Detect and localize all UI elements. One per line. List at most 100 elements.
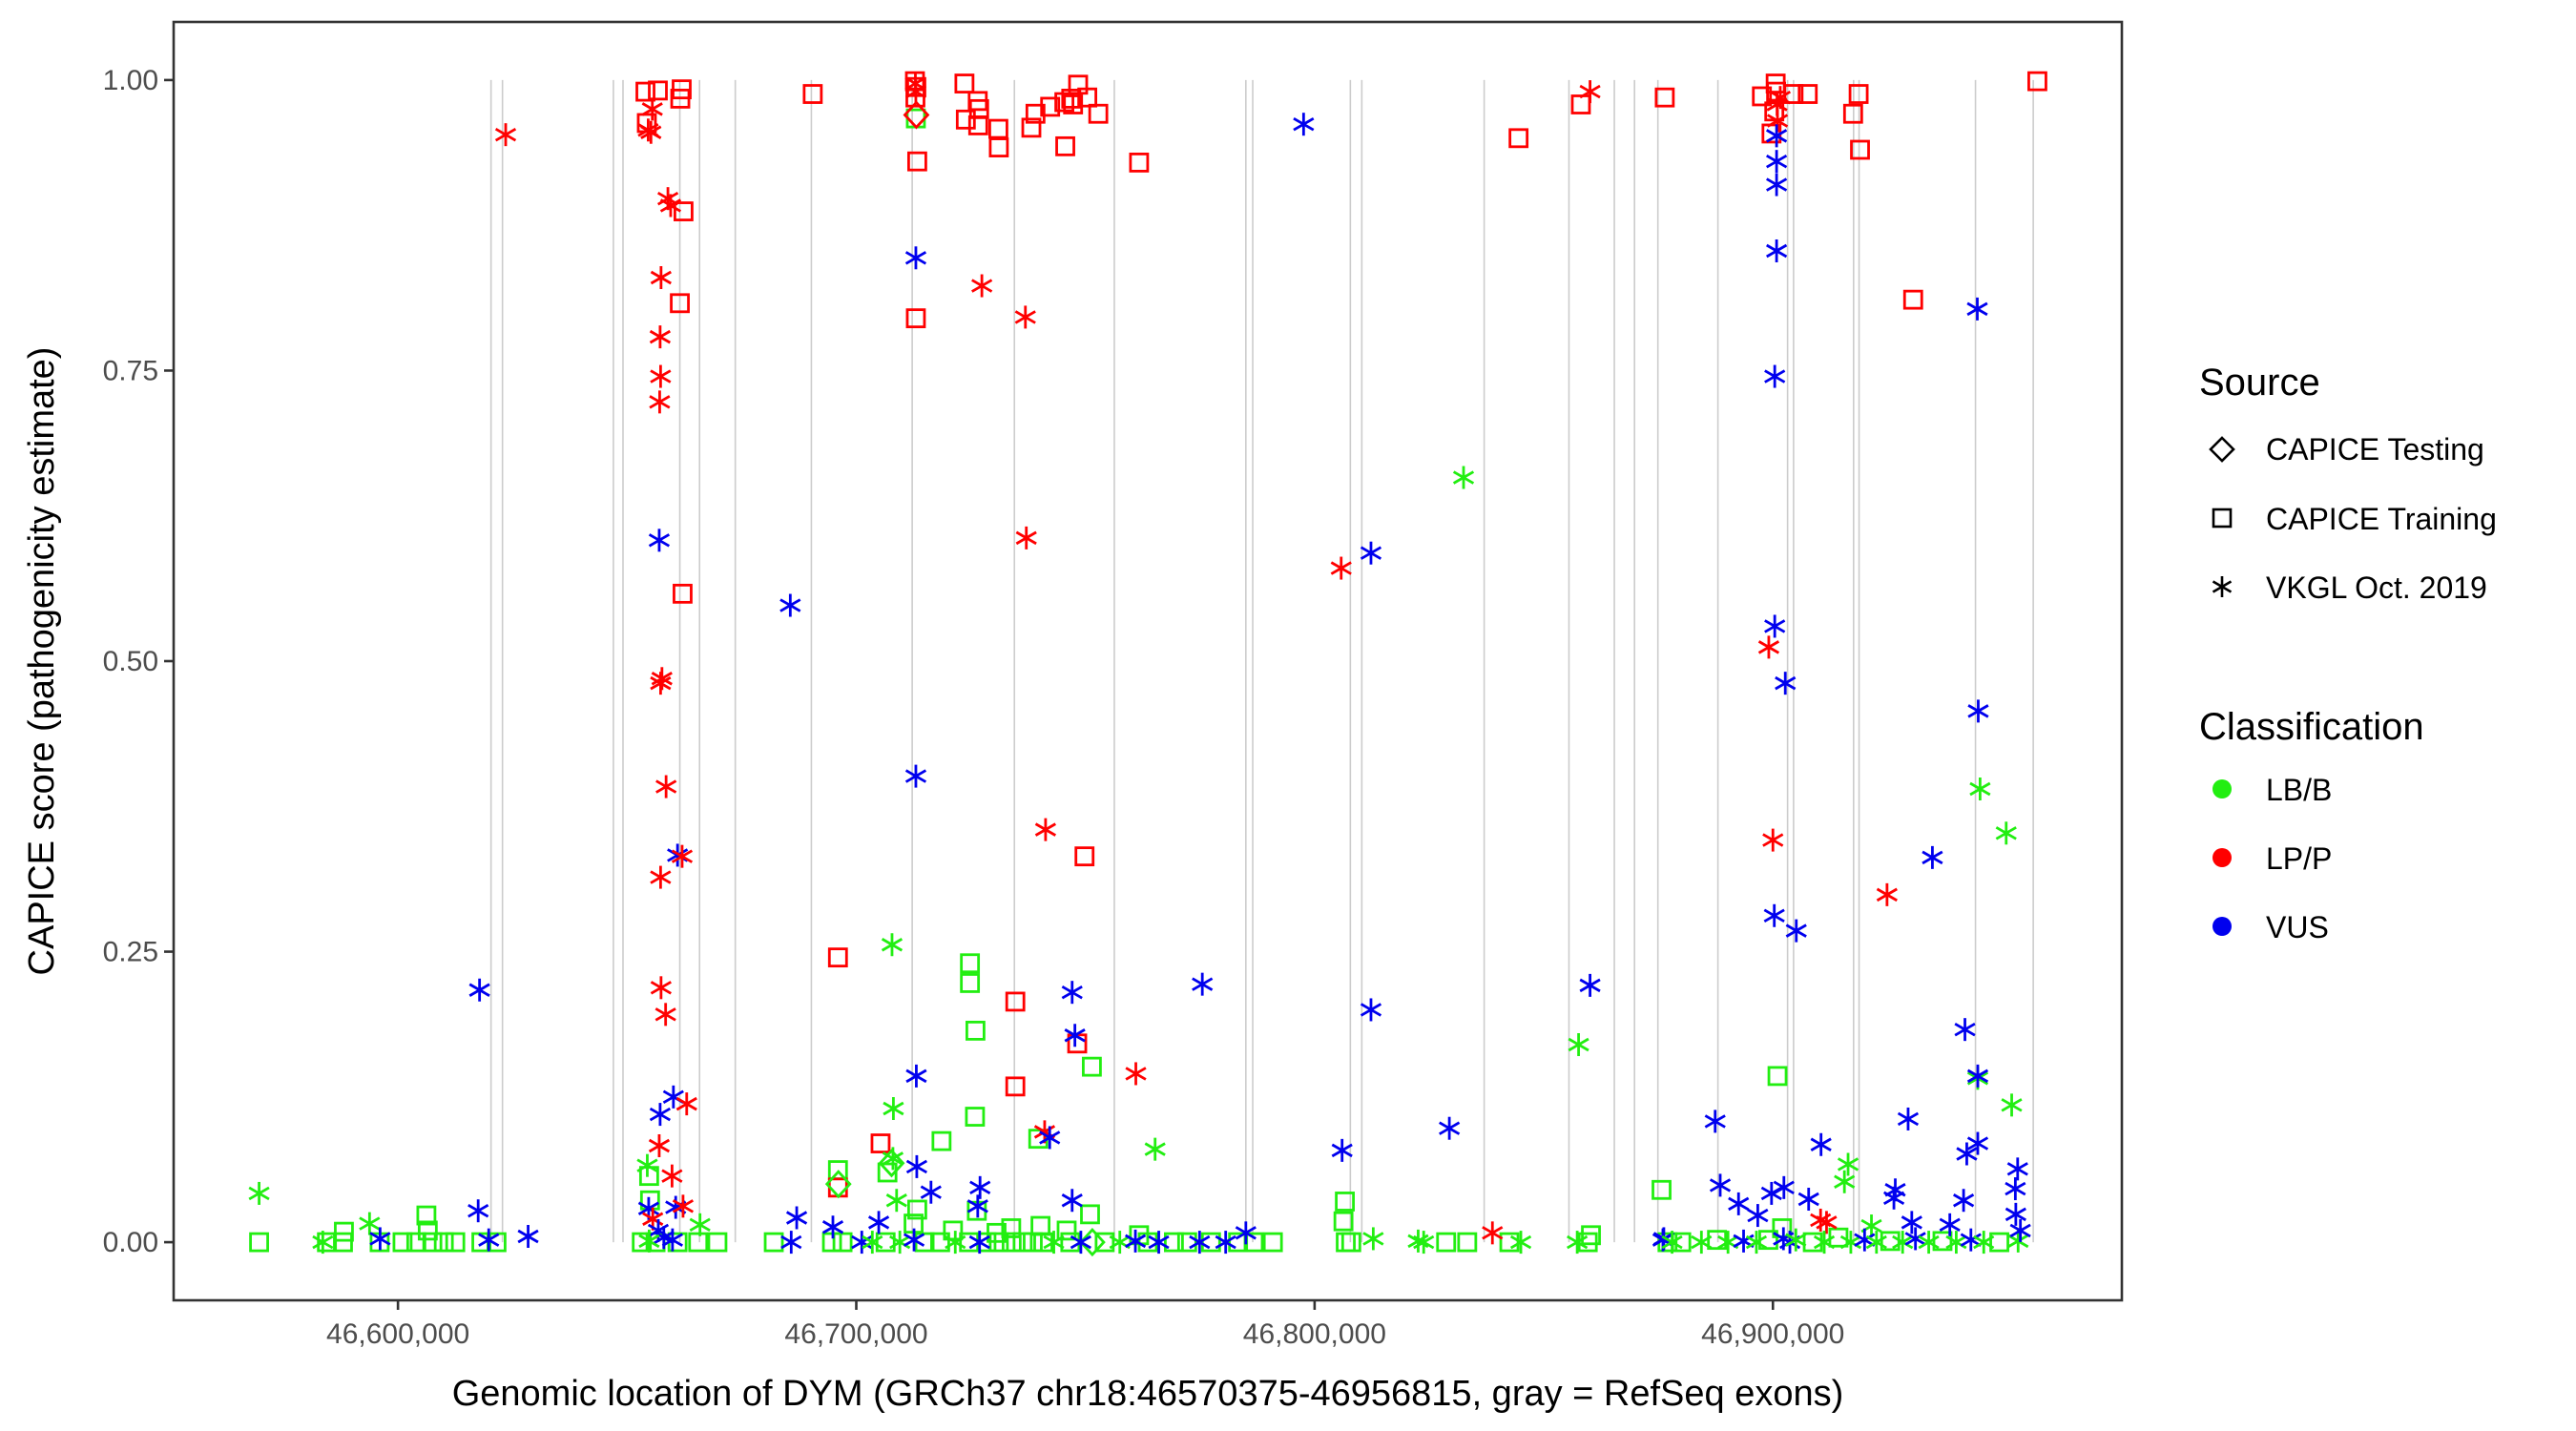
point-capice-training (1056, 1220, 1077, 1241)
vus-color-dot (2212, 917, 2232, 936)
point-vkgl (1766, 238, 1788, 262)
point-capice-training (688, 1232, 709, 1253)
point-vkgl (862, 1231, 883, 1255)
point-vkgl (649, 1103, 671, 1127)
point-vkgl (904, 764, 927, 788)
legend-label-vkgl: VKGL Oct. 2019 (2266, 570, 2487, 605)
point-capice-training (1652, 1179, 1672, 1200)
point-capice-testing (1078, 1228, 1106, 1257)
point-vkgl (1969, 778, 1991, 800)
point-vkgl (2005, 1177, 2026, 1201)
point-vkgl (638, 1229, 660, 1253)
point-capice-training (1654, 87, 1675, 108)
point-vkgl (650, 672, 672, 695)
point-capice-training (1025, 103, 1046, 124)
point-capice-training (905, 308, 926, 329)
y-tick-label: 0.75 (103, 355, 158, 386)
point-vkgl (661, 1164, 683, 1188)
point-capice-training (930, 1232, 950, 1253)
point-vkgl (1882, 1186, 1905, 1210)
point-vkgl (821, 1215, 844, 1239)
point-vkgl (1854, 1228, 1876, 1252)
point-capice-training (906, 151, 927, 172)
point-capice-training (1932, 1231, 1953, 1252)
point-vkgl (1061, 981, 1083, 1005)
point-capice-training (1842, 103, 1863, 124)
point-vkgl (779, 593, 801, 617)
point-capice-training (1848, 84, 1869, 104)
point-vkgl (1810, 1132, 1832, 1156)
point-capice-training (763, 1232, 784, 1253)
legend-entry-lpp: LP/P (2212, 841, 2332, 876)
point-vkgl (648, 529, 671, 552)
point-capice-training (1902, 289, 1923, 310)
point-vkgl (1797, 1188, 1819, 1212)
point-vkgl (659, 194, 682, 218)
point-vkgl (1413, 1231, 1435, 1255)
legend-label-lbb: LB/B (2266, 773, 2332, 807)
point-vkgl (1967, 699, 1989, 723)
point-vkgl (649, 390, 671, 414)
point-vkgl (369, 1227, 391, 1251)
lbb-color-dot (2212, 779, 2232, 798)
data-points (248, 71, 2047, 1257)
point-vkgl (904, 80, 927, 104)
point-capice-training (1080, 1204, 1100, 1225)
y-tick-label: 1.00 (103, 65, 158, 96)
x-tick-label: 46,700,000 (784, 1318, 927, 1350)
point-vkgl (1766, 150, 1788, 174)
point-capice-training (954, 73, 975, 93)
point-capice-training (1077, 87, 1098, 108)
point-vkgl (655, 775, 677, 798)
legend-entry-lbb: LB/B (2212, 773, 2332, 807)
point-vkgl (1901, 1211, 1922, 1234)
point-capice-training (670, 89, 691, 109)
point-vkgl (1966, 297, 1988, 321)
point-vkgl (1816, 1211, 1838, 1234)
point-capice-training (875, 1232, 896, 1253)
point-vkgl (1509, 1231, 1532, 1255)
point-capice-training (707, 1232, 728, 1253)
point-vkgl (675, 1092, 697, 1116)
point-capice-training (906, 1199, 927, 1220)
legend: Source CAPICE Testing CAPICE Training VK… (2199, 362, 2497, 944)
y-tick-label: 0.25 (103, 937, 158, 968)
point-vkgl (1953, 1189, 1975, 1213)
point-vkgl (1939, 1213, 1961, 1236)
exon-lines (489, 79, 2034, 1243)
y-axis: 0.00 0.25 0.50 0.75 1.00 (103, 65, 174, 1258)
point-vkgl (1865, 1231, 1887, 1255)
point-vkgl (1330, 556, 1352, 580)
point-vkgl (780, 1231, 802, 1255)
point-capice-training (1023, 1232, 1043, 1253)
point-vkgl (905, 1064, 927, 1088)
point-vkgl (636, 1153, 658, 1177)
legend-label-lpp: LP/P (2266, 841, 2332, 876)
point-vkgl (966, 1194, 988, 1218)
asterisk-icon (2212, 576, 2233, 597)
point-vkgl (1482, 1221, 1504, 1245)
point-vkgl (1995, 821, 2017, 845)
point-vkgl (2005, 1202, 2026, 1226)
point-vkgl (1728, 1192, 1750, 1215)
legend-entry-vus: VUS (2212, 910, 2329, 944)
point-capice-training (1164, 1232, 1184, 1253)
point-vkgl (1745, 1231, 1768, 1255)
point-vkgl (467, 1199, 489, 1223)
legend-entry-capice-testing: CAPICE Testing (2209, 432, 2484, 467)
point-vkgl (1360, 541, 1382, 565)
point-vkgl (1192, 972, 1214, 996)
point-capice-training (1989, 1232, 2009, 1253)
point-vkgl (2006, 1157, 2028, 1181)
point-capice-training (1176, 1232, 1197, 1253)
point-vkgl (641, 97, 663, 121)
point-vkgl (885, 1189, 907, 1213)
diamond-icon (2209, 436, 2235, 463)
point-capice-training (1802, 1232, 1823, 1253)
point-capice-training (417, 1220, 438, 1241)
point-capice-training (966, 1020, 986, 1041)
point-capice-training (1436, 1232, 1457, 1253)
x-axis: 46,600,000 46,700,000 46,800,000 46,900,000 (326, 1300, 1844, 1350)
point-vkgl (650, 364, 672, 388)
point-capice-training (960, 973, 981, 993)
